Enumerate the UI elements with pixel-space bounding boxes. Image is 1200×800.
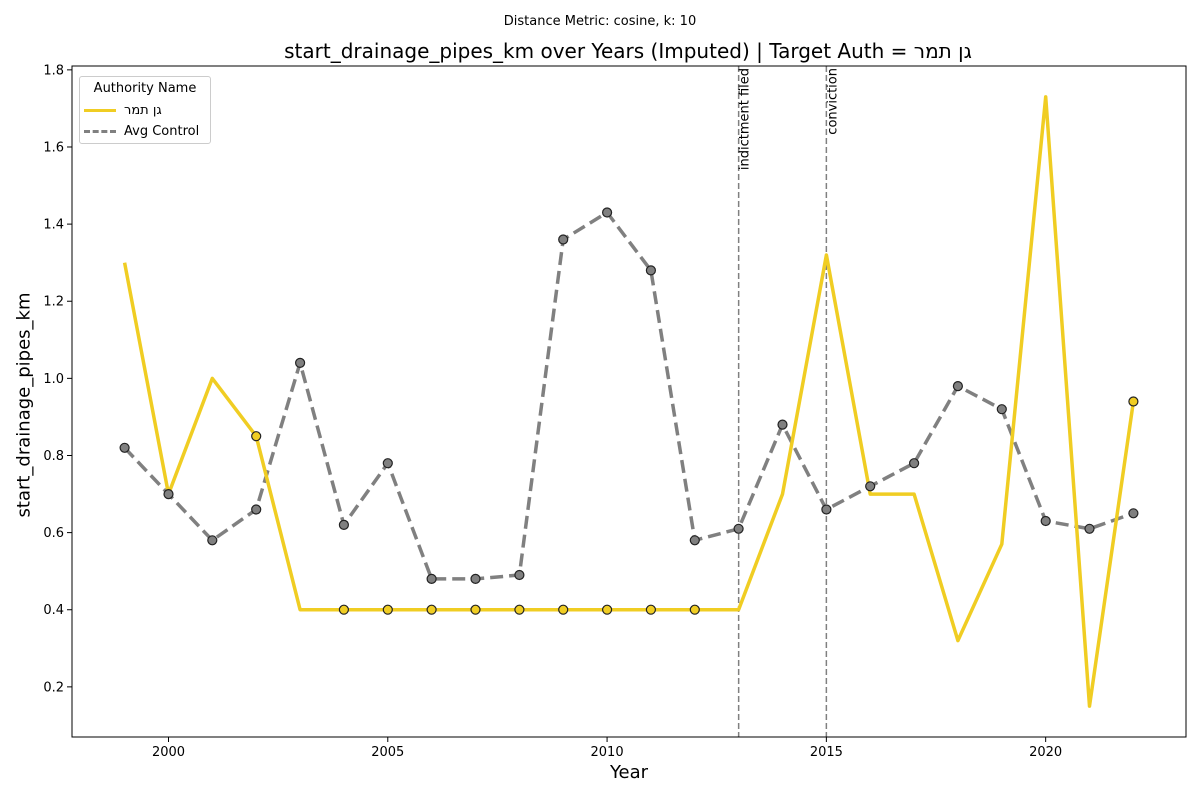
event-label: conviction: [825, 68, 840, 135]
y-tick-label: 0.4: [43, 603, 64, 618]
control-point: [251, 504, 262, 515]
control-point: [821, 504, 832, 515]
plot-frame: [71, 65, 1187, 738]
legend-label-target: גן תמר: [124, 102, 162, 118]
series-lines: [122, 95, 1136, 708]
legend-item-control: Avg Control: [84, 122, 199, 140]
control-point: [952, 381, 964, 392]
control-point: [338, 519, 349, 531]
target-point: [251, 431, 262, 442]
target-point: [645, 604, 657, 615]
legend-swatch-control: [84, 129, 116, 133]
control-point: [1128, 508, 1139, 519]
event-label: indictment filed: [738, 68, 753, 170]
chart-title: start_drainage_pipes_km over Years (Impu…: [284, 39, 972, 63]
legend-swatch-target: [84, 108, 116, 112]
event-lines: indictment filed conviction: [738, 66, 840, 737]
y-tick-label: 1.2: [43, 295, 64, 310]
legend-title: Authority Name: [93, 81, 197, 96]
control-point: [996, 404, 1007, 415]
y-tick-label: 1.6: [43, 140, 64, 155]
control-point: [207, 535, 218, 546]
control-point: [908, 458, 920, 469]
control-point: [470, 573, 481, 585]
target-point: [338, 604, 349, 615]
series-line-target: [122, 95, 1136, 708]
target-point: [382, 604, 393, 615]
target-point: [689, 604, 700, 615]
control-point: [1084, 523, 1095, 534]
x-axis-label: Year: [609, 762, 649, 783]
target-point: [514, 604, 525, 615]
x-axis-ticks: 2000 2005 2010 2015 2020: [152, 737, 1062, 760]
series-line-control: [123, 210, 1134, 581]
control-point: [733, 523, 744, 534]
control-point: [777, 419, 788, 430]
target-point: [426, 604, 437, 615]
control-point: [382, 458, 393, 469]
chart-suptitle: Distance Metric: cosine, k: 10: [503, 14, 697, 29]
control-point: [119, 442, 130, 453]
target-point: [1128, 396, 1139, 407]
target-point: [470, 604, 481, 615]
legend-item-target: גן תמר: [84, 101, 162, 119]
control-point: [426, 573, 437, 585]
y-tick-label: 0.2: [43, 680, 64, 695]
x-tick-label: 2000: [152, 745, 185, 760]
control-point: [1040, 515, 1051, 527]
control-point: [163, 489, 174, 500]
control-point: [865, 481, 876, 492]
x-tick-label: 2010: [591, 745, 624, 760]
y-axis-ticks: 0.2 0.4 0.6 0.8 1.0 1.2 1.4 1.6 1.8: [43, 63, 72, 695]
legend: Authority Name גן תמר Avg Control: [79, 76, 211, 144]
y-tick-label: 1.4: [43, 218, 64, 233]
x-tick-label: 2005: [371, 745, 404, 760]
control-point: [689, 535, 700, 546]
control-point: [295, 357, 306, 368]
y-tick-label: 0.6: [43, 526, 64, 541]
y-tick-label: 1.8: [43, 63, 64, 78]
x-tick-label: 2015: [810, 745, 843, 760]
control-point: [558, 234, 569, 245]
control-point: [601, 207, 613, 218]
legend-label-control: Avg Control: [124, 123, 200, 139]
target-point: [558, 604, 569, 615]
y-tick-label: 0.8: [43, 449, 64, 464]
x-tick-label: 2020: [1029, 745, 1062, 760]
target-point: [601, 604, 613, 615]
control-point: [645, 265, 657, 276]
control-point: [514, 569, 525, 581]
y-tick-label: 1.0: [43, 372, 64, 387]
series-markers: [119, 207, 1139, 615]
